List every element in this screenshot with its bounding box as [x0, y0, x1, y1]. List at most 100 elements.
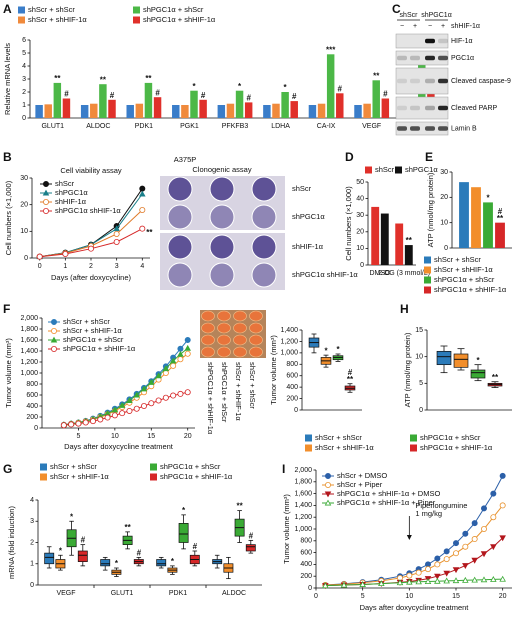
x-tick-label: PDK1	[135, 123, 153, 130]
line	[63, 391, 188, 426]
x-tick-label: PDK1	[169, 590, 187, 597]
legend-marker	[51, 318, 58, 325]
y-tick-label: 0	[360, 262, 364, 269]
legend-swatch	[40, 473, 47, 481]
point	[490, 576, 497, 582]
significance: **	[497, 214, 504, 223]
point	[184, 344, 191, 351]
y-tick-label: 1,400	[20, 348, 38, 355]
legend-label: shScr + shHIF-1α	[315, 443, 374, 452]
bar	[126, 105, 134, 118]
blot-band	[425, 55, 435, 61]
tumor	[217, 346, 231, 358]
blot-band	[410, 105, 420, 111]
point	[148, 378, 155, 385]
legend-marker	[43, 180, 50, 187]
tumor	[249, 310, 263, 322]
x-tick-label: 2-DG (3 mmol/L)	[378, 270, 430, 277]
point	[184, 336, 191, 343]
point	[378, 580, 385, 587]
tumor	[249, 322, 263, 334]
significance: #	[498, 207, 503, 216]
significance: **	[347, 375, 354, 384]
well	[167, 176, 193, 202]
y-tick-label: 2,000	[294, 467, 312, 474]
bar	[336, 93, 344, 118]
point	[443, 548, 450, 555]
bar	[90, 103, 98, 118]
tumor	[201, 346, 215, 358]
line	[325, 537, 504, 587]
well	[251, 204, 277, 230]
point	[140, 385, 148, 392]
significance: #	[249, 531, 254, 540]
legend-label: shPGC1α + shHIF-1α	[63, 344, 136, 353]
tumor-label: shScr + shScr	[248, 362, 257, 409]
bar	[290, 101, 298, 118]
tumor-label: shScr + shHIF-1α	[234, 362, 243, 421]
plate-label: shPGC1α	[292, 212, 325, 221]
point	[113, 238, 120, 245]
y-tick-label: 4	[30, 497, 34, 504]
point	[177, 345, 184, 352]
x-tick-label: 5	[361, 593, 365, 600]
box	[436, 350, 452, 366]
legend-label: shScr + shScr	[50, 462, 97, 471]
blot-band	[438, 38, 448, 44]
y-tick-label: 10	[415, 354, 423, 361]
y-tick-label: 1,400	[294, 502, 312, 509]
chart-title: Cell viability assay	[60, 166, 122, 175]
legend-label: shScr	[375, 165, 395, 174]
box	[470, 369, 486, 379]
blot-band	[438, 78, 448, 84]
x-tick-label: 15	[452, 593, 460, 600]
y-tick-label: 800	[26, 381, 38, 388]
point	[480, 551, 488, 558]
legend-label: shPGC1α	[405, 165, 438, 174]
legend-marker	[43, 198, 50, 205]
y-tick-label: 30	[356, 212, 364, 219]
bar	[495, 222, 505, 248]
legend-label: shPGC1α + shHIF-1α	[160, 472, 233, 481]
significance: *	[182, 506, 186, 515]
bar	[326, 54, 335, 118]
bar	[471, 187, 481, 248]
significance: #	[137, 548, 142, 557]
y-tick-label: 200	[26, 414, 38, 421]
point	[471, 557, 478, 564]
legend-marker	[51, 345, 58, 352]
line	[63, 347, 189, 426]
point	[452, 577, 460, 584]
legend-label: shScr + shScr	[315, 433, 362, 442]
legend-swatch	[424, 276, 431, 284]
legend-marker	[50, 336, 58, 343]
significance: **	[373, 71, 380, 80]
annotation-arrowhead	[406, 535, 412, 540]
legend-label: shPGC1α + shScr	[434, 275, 495, 284]
blot-sign: −	[428, 23, 432, 30]
blot-band	[410, 78, 420, 84]
point	[133, 391, 140, 398]
tumor	[249, 346, 263, 358]
y-tick-label: 0	[308, 585, 312, 592]
panel-label: F	[3, 302, 10, 316]
bar	[80, 105, 89, 118]
legend-marker	[324, 481, 331, 488]
legend-swatch	[424, 286, 431, 294]
plate-label: shPGC1α shHIF-1α	[292, 270, 358, 279]
y-tick-label: 20	[20, 202, 28, 209]
point	[406, 572, 413, 579]
legend-label: shScr + shScr	[434, 255, 481, 264]
y-tick-label: 400	[300, 561, 312, 568]
tumor	[217, 334, 231, 346]
legend-swatch	[395, 166, 402, 174]
blot-label: HIF-1α	[451, 38, 473, 45]
point	[443, 570, 450, 577]
point	[88, 245, 95, 252]
well	[167, 262, 193, 288]
bar	[483, 202, 493, 248]
significance: *	[192, 82, 196, 91]
legend-marker	[43, 207, 50, 214]
point	[184, 389, 191, 396]
point	[139, 190, 146, 197]
